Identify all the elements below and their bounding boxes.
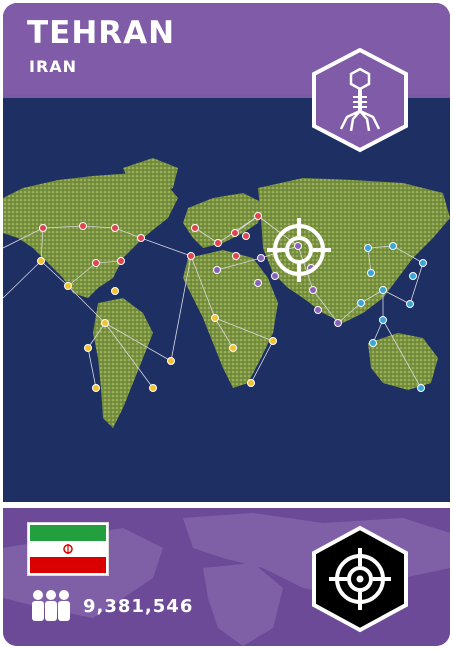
people-group-icon xyxy=(29,589,73,623)
world-map-graphic xyxy=(3,98,450,502)
population-value: 9,381,546 xyxy=(83,596,194,617)
world-map xyxy=(3,98,450,502)
target-marker-icon xyxy=(267,218,331,282)
card-footer: 9,381,546 xyxy=(3,508,450,646)
city-name: TEHRAN xyxy=(27,15,176,51)
card-divider xyxy=(3,502,450,508)
bacteriophage-virus-icon xyxy=(309,47,411,153)
country-name: IRAN xyxy=(29,57,78,76)
card-header: TEHRAN IRAN xyxy=(3,3,450,95)
iran-flag-icon xyxy=(28,523,108,575)
city-card: TEHRAN IRAN xyxy=(3,3,450,646)
crosshair-target-icon xyxy=(309,524,411,634)
